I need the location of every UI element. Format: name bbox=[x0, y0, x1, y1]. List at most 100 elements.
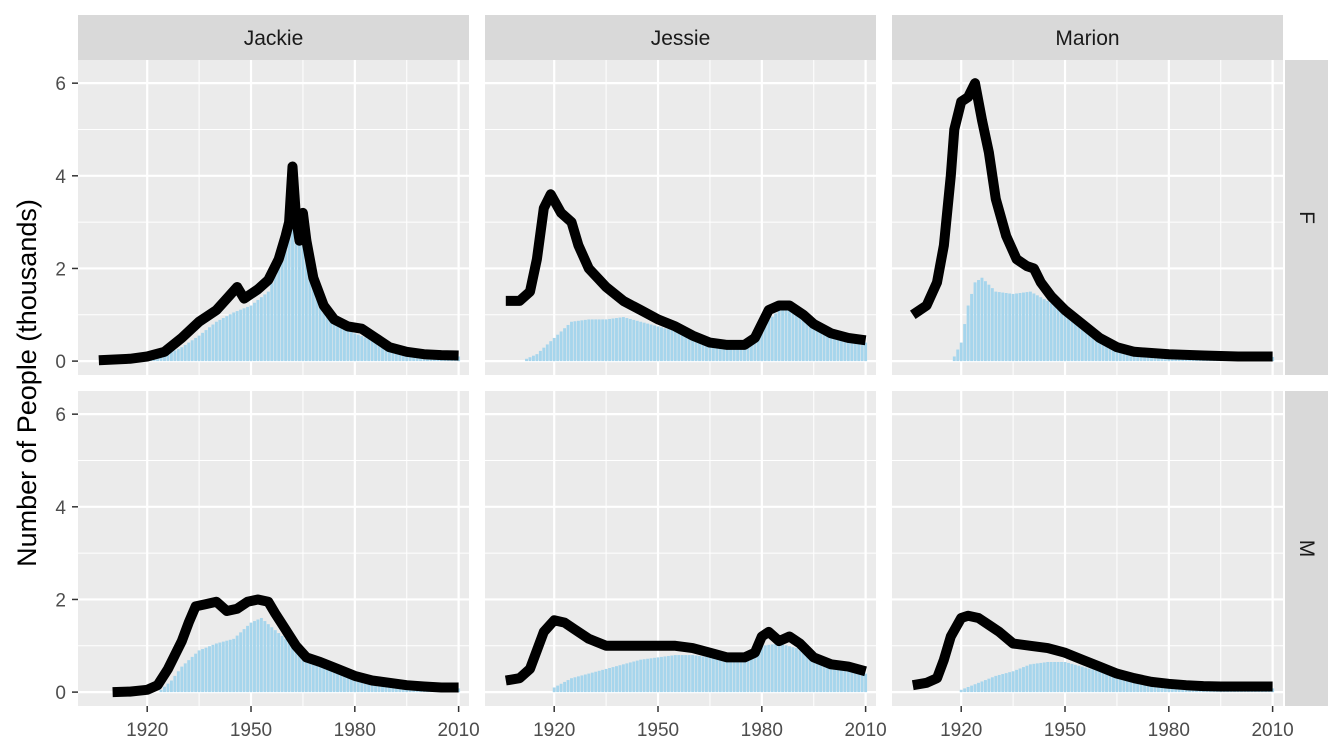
bar bbox=[649, 324, 653, 362]
bar bbox=[329, 669, 333, 693]
panel-background bbox=[78, 391, 469, 706]
bar bbox=[815, 328, 819, 362]
bar bbox=[1028, 291, 1032, 362]
bar bbox=[204, 647, 208, 693]
bar bbox=[983, 680, 987, 693]
y-tick-label: 4 bbox=[55, 167, 66, 188]
bar bbox=[850, 340, 854, 362]
bar bbox=[952, 356, 956, 362]
bar bbox=[1136, 681, 1140, 693]
bar bbox=[618, 665, 622, 693]
bar bbox=[259, 297, 263, 362]
strip-jackie bbox=[78, 15, 469, 60]
bar bbox=[284, 249, 288, 362]
bar bbox=[625, 663, 629, 693]
bar bbox=[1125, 678, 1129, 693]
bar bbox=[601, 669, 605, 693]
bar bbox=[242, 308, 246, 362]
bar bbox=[836, 667, 840, 693]
bar bbox=[545, 344, 549, 362]
bar bbox=[263, 294, 267, 362]
bar bbox=[363, 680, 367, 693]
bar bbox=[615, 666, 618, 693]
bar bbox=[180, 666, 184, 693]
bar bbox=[322, 312, 326, 362]
bar bbox=[201, 649, 205, 693]
bar bbox=[819, 662, 823, 693]
bar bbox=[239, 632, 243, 693]
bar bbox=[994, 675, 998, 693]
bar bbox=[235, 311, 239, 362]
bar bbox=[784, 645, 788, 693]
bar bbox=[173, 350, 177, 362]
bar bbox=[850, 669, 854, 693]
bar bbox=[1022, 292, 1025, 362]
bar bbox=[332, 322, 336, 362]
bar bbox=[639, 321, 643, 362]
bar bbox=[538, 350, 542, 362]
bar bbox=[781, 310, 785, 362]
bar bbox=[980, 681, 984, 693]
bar bbox=[1056, 307, 1060, 362]
bar bbox=[336, 326, 339, 362]
bar bbox=[980, 277, 984, 362]
bar bbox=[242, 629, 246, 693]
row-strip-label-f: F bbox=[1295, 211, 1318, 224]
bar bbox=[753, 340, 757, 362]
bar bbox=[556, 334, 560, 362]
bar bbox=[342, 329, 346, 362]
bar bbox=[166, 683, 170, 693]
y-tick-label: 0 bbox=[55, 683, 66, 704]
bar bbox=[253, 302, 256, 362]
bar bbox=[663, 656, 667, 693]
bar bbox=[194, 337, 198, 362]
bar bbox=[169, 352, 173, 362]
bar bbox=[970, 293, 974, 362]
bar bbox=[259, 617, 263, 693]
bar bbox=[718, 658, 722, 693]
bar bbox=[973, 282, 977, 362]
bar bbox=[563, 681, 567, 693]
bar bbox=[990, 288, 994, 362]
bar bbox=[253, 621, 256, 693]
bar bbox=[1004, 293, 1008, 362]
row-strip-label-m: M bbox=[1295, 540, 1318, 558]
bar bbox=[176, 671, 180, 693]
bar bbox=[583, 319, 587, 362]
bar bbox=[590, 672, 594, 693]
y-tick-label: 4 bbox=[55, 498, 66, 519]
bar bbox=[963, 324, 967, 362]
bar bbox=[635, 320, 639, 362]
bar bbox=[590, 319, 594, 362]
bar bbox=[1053, 305, 1057, 362]
bar bbox=[294, 231, 298, 362]
bar bbox=[635, 660, 639, 693]
bar bbox=[1091, 334, 1095, 362]
x-tick-label: 1980 bbox=[1148, 720, 1190, 741]
bar bbox=[632, 319, 636, 362]
bar bbox=[183, 663, 187, 693]
bar bbox=[604, 319, 608, 362]
bar bbox=[190, 340, 194, 362]
bar bbox=[805, 320, 809, 362]
bar bbox=[687, 655, 691, 693]
bar bbox=[204, 330, 208, 362]
bar bbox=[739, 347, 743, 362]
strip-label-marion: Marion bbox=[1055, 27, 1119, 50]
bar bbox=[367, 338, 371, 362]
bar bbox=[384, 345, 388, 362]
bar bbox=[749, 342, 753, 362]
bar bbox=[708, 657, 712, 693]
bar bbox=[687, 336, 691, 362]
panel-marion-m bbox=[892, 391, 1283, 706]
panel-jackie-f bbox=[78, 60, 469, 375]
bar bbox=[646, 323, 650, 362]
bar bbox=[163, 686, 166, 693]
bar bbox=[211, 324, 215, 362]
bar bbox=[670, 655, 674, 693]
bar bbox=[987, 678, 991, 693]
bar bbox=[694, 339, 698, 362]
bar bbox=[864, 342, 868, 362]
bar bbox=[997, 292, 1001, 362]
x-tick-label: 1950 bbox=[1044, 720, 1086, 741]
